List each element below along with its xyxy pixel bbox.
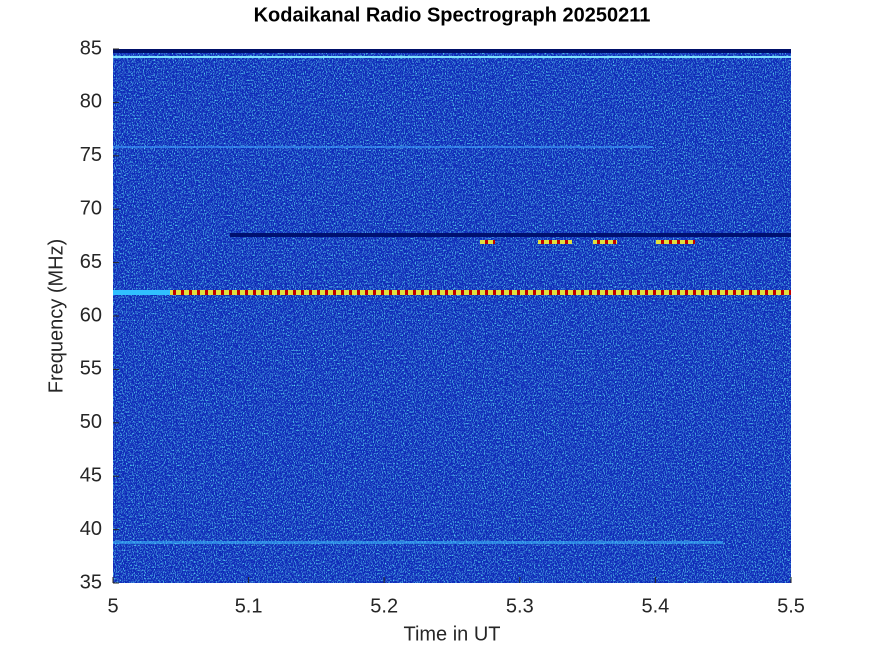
band	[113, 146, 653, 148]
y-tick-label: 85	[80, 37, 102, 59]
y-tick-label: 65	[80, 251, 102, 273]
y-tick-label: 35	[80, 571, 102, 593]
x-tick-label: 5.1	[235, 595, 263, 617]
x-tick-label: 5.4	[641, 595, 669, 617]
axes: 5 5.1 5.2 5.3 5.4 5.5 35 40 45 50 55 60 65 70 75 80 85	[80, 37, 805, 617]
spectrogram-image	[113, 49, 791, 583]
burst	[538, 240, 572, 244]
y-tick-label: 40	[80, 518, 102, 540]
burst	[480, 240, 495, 244]
y-axis-label: Frequency (MHz)	[45, 239, 67, 393]
band	[113, 541, 723, 544]
chart-title: Kodaikanal Radio Spectrograph 20250211	[254, 4, 651, 26]
x-axis-label: Time in UT	[403, 623, 500, 645]
burst	[656, 240, 695, 244]
band	[230, 233, 791, 237]
y-tick-label: 45	[80, 464, 102, 486]
burst	[593, 240, 617, 244]
y-tick-label: 55	[80, 358, 102, 380]
y-tick-label: 60	[80, 304, 102, 326]
band	[113, 49, 791, 53]
plot-area	[113, 49, 791, 583]
y-tick-label: 70	[80, 197, 102, 219]
band	[170, 290, 791, 295]
x-tick-label: 5	[107, 595, 118, 617]
band	[113, 56, 791, 58]
y-tick-label: 80	[80, 91, 102, 113]
x-tick-label: 5.3	[506, 595, 534, 617]
y-tick-label: 50	[80, 411, 102, 433]
x-tick-label: 5.2	[370, 595, 398, 617]
y-tick-label: 75	[80, 144, 102, 166]
x-tick-label: 5.5	[777, 595, 805, 617]
